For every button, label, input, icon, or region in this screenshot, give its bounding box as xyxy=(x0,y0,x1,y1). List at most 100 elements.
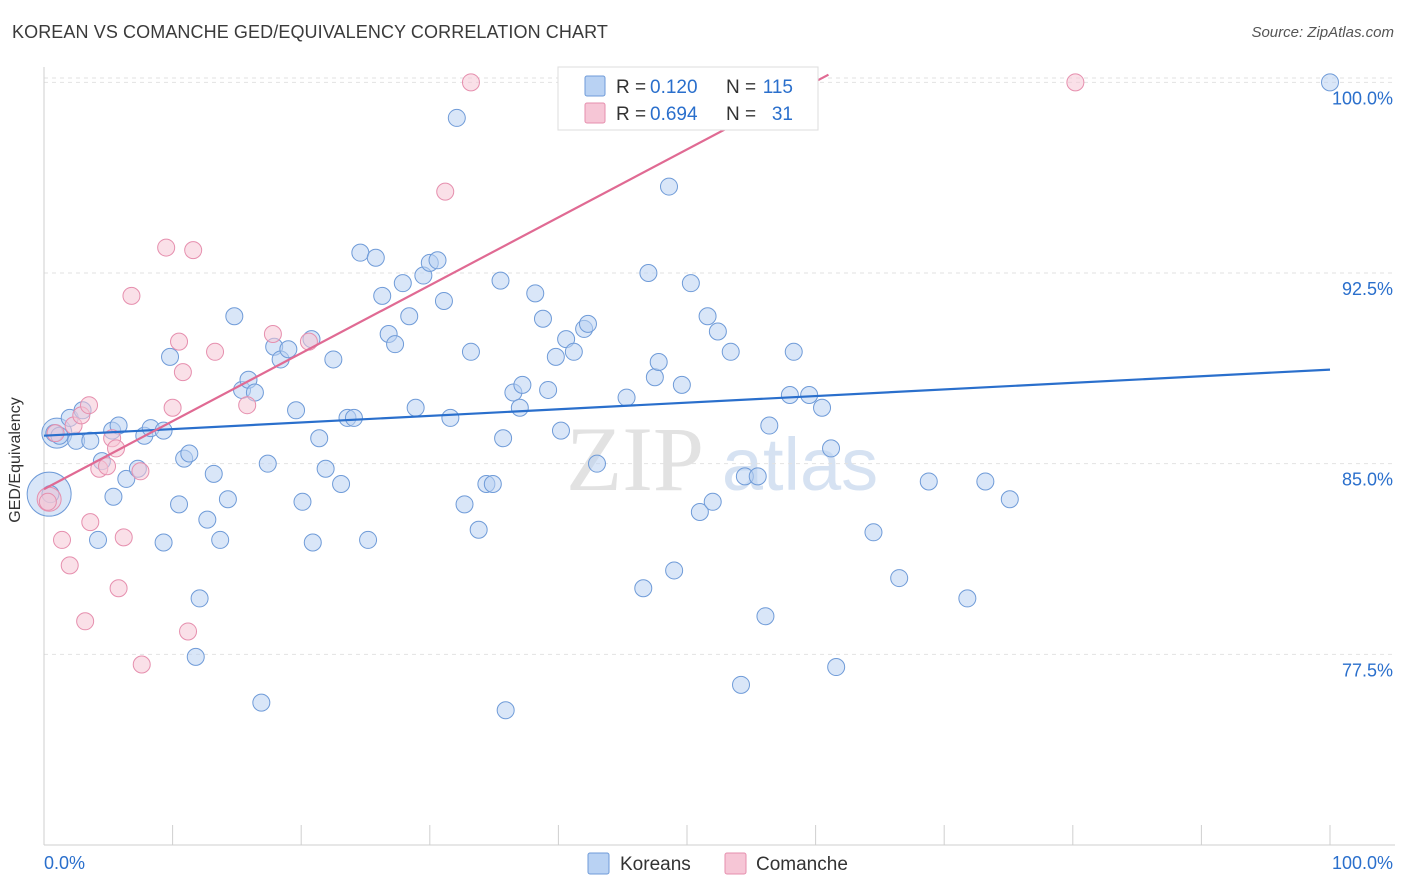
comanche-point xyxy=(206,342,225,361)
comanche-point xyxy=(170,332,189,351)
korean-point xyxy=(708,322,727,341)
korean-point xyxy=(546,347,565,366)
comanche-point xyxy=(53,530,72,549)
korean-point xyxy=(170,495,189,514)
korean-point xyxy=(681,274,700,293)
korean-trend-line xyxy=(43,368,1331,437)
korean-point xyxy=(258,454,277,473)
korean-point xyxy=(513,375,532,394)
legend-koreans-swatch xyxy=(584,75,606,97)
legend-koreans-n-value: 115 xyxy=(763,77,793,98)
korean-point xyxy=(756,607,775,626)
comanche-point xyxy=(80,396,99,415)
korean-point xyxy=(89,530,108,549)
korean-point xyxy=(279,340,298,359)
korean-point xyxy=(703,492,722,511)
comanche-point xyxy=(60,556,79,575)
korean-point xyxy=(496,701,515,720)
legend-stats: R = 0.120 N = 115 R = 0.694 N = 31 xyxy=(557,66,819,131)
korean-point xyxy=(491,271,510,290)
korean-point xyxy=(211,530,230,549)
korean-point xyxy=(976,472,995,491)
korean-point xyxy=(324,350,343,369)
y-tick-label: 85.0% xyxy=(1342,470,1393,490)
korean-point xyxy=(551,421,570,440)
korean-point xyxy=(303,533,322,552)
korean-point xyxy=(180,444,199,463)
korean-point xyxy=(441,408,460,427)
korean-point xyxy=(393,274,412,293)
x-tick-label-max: 100.0% xyxy=(1332,853,1393,873)
korean-point xyxy=(760,416,779,435)
comanche-point xyxy=(184,241,203,260)
y-tick-label: 100.0% xyxy=(1332,88,1393,108)
korean-point xyxy=(721,342,740,361)
korean-point xyxy=(665,561,684,580)
korean-point xyxy=(827,658,846,677)
comanche-point xyxy=(1066,73,1085,92)
korean-point xyxy=(533,309,552,328)
korean-point xyxy=(672,375,691,394)
comanche-point xyxy=(114,528,133,547)
korean-point xyxy=(190,589,209,608)
korean-point xyxy=(469,520,488,539)
comanche-point xyxy=(98,457,117,476)
korean-point xyxy=(784,342,803,361)
korean-point xyxy=(822,439,841,458)
comanche-point xyxy=(163,398,182,417)
korean-point xyxy=(373,286,392,305)
korean-point xyxy=(332,475,351,494)
grid-lines xyxy=(44,77,1395,655)
korean-point xyxy=(639,264,658,283)
korean-point xyxy=(225,307,244,326)
y-tick-labels: 77.5% 85.0% 92.5% 100.0% xyxy=(1332,88,1393,680)
comanche-point xyxy=(436,182,455,201)
trend-lines xyxy=(43,73,1331,491)
korean-point xyxy=(287,401,306,420)
korean-point xyxy=(698,307,717,326)
legend-koreans-r-value: 0.120 xyxy=(650,77,698,98)
korean-point xyxy=(406,398,425,417)
korean-point xyxy=(494,429,513,448)
legend-comanche-swatch xyxy=(584,102,606,124)
comanche-point xyxy=(46,424,65,443)
series-koreans-points xyxy=(26,73,1339,720)
x-tick-label-min: 0.0% xyxy=(44,853,85,873)
korean-point xyxy=(748,467,767,486)
legend-comanche-r-label: R = xyxy=(616,104,651,125)
comanche-point xyxy=(76,612,95,631)
korean-point xyxy=(204,464,223,483)
axes xyxy=(43,67,1395,846)
korean-point xyxy=(578,314,597,333)
legend-bottom-comanche-swatch xyxy=(724,852,747,875)
comanche-point xyxy=(179,622,198,641)
korean-point xyxy=(461,342,480,361)
korean-point xyxy=(483,475,502,494)
korean-point xyxy=(958,589,977,608)
korean-point xyxy=(617,388,636,407)
korean-point xyxy=(428,251,447,270)
comanche-trend-line xyxy=(43,73,829,491)
korean-point xyxy=(780,386,799,405)
y-tick-label: 77.5% xyxy=(1342,660,1393,680)
korean-point xyxy=(198,510,217,529)
legend-comanche-n-label: N = xyxy=(726,104,761,125)
korean-point xyxy=(154,533,173,552)
chart-title: KOREAN VS COMANCHE GED/EQUIVALENCY CORRE… xyxy=(12,22,608,42)
korean-point xyxy=(690,502,709,521)
korean-point xyxy=(645,368,664,387)
y-tick-label: 92.5% xyxy=(1342,279,1393,299)
legend-bottom-koreans-swatch xyxy=(587,852,610,875)
korean-point xyxy=(813,398,832,417)
korean-point xyxy=(659,177,678,196)
comanche-point xyxy=(173,363,192,382)
korean-point xyxy=(634,579,653,598)
korean-point xyxy=(104,487,123,506)
korean-point xyxy=(252,693,271,712)
korean-point xyxy=(351,243,370,262)
legend-series: Koreans Comanche xyxy=(587,852,848,875)
watermark-atlas: atlas xyxy=(722,423,878,506)
legend-bottom-comanche-label: Comanche xyxy=(756,854,848,875)
watermark-zip: ZIP xyxy=(566,408,704,510)
legend-comanche-n-value: 31 xyxy=(772,104,793,125)
